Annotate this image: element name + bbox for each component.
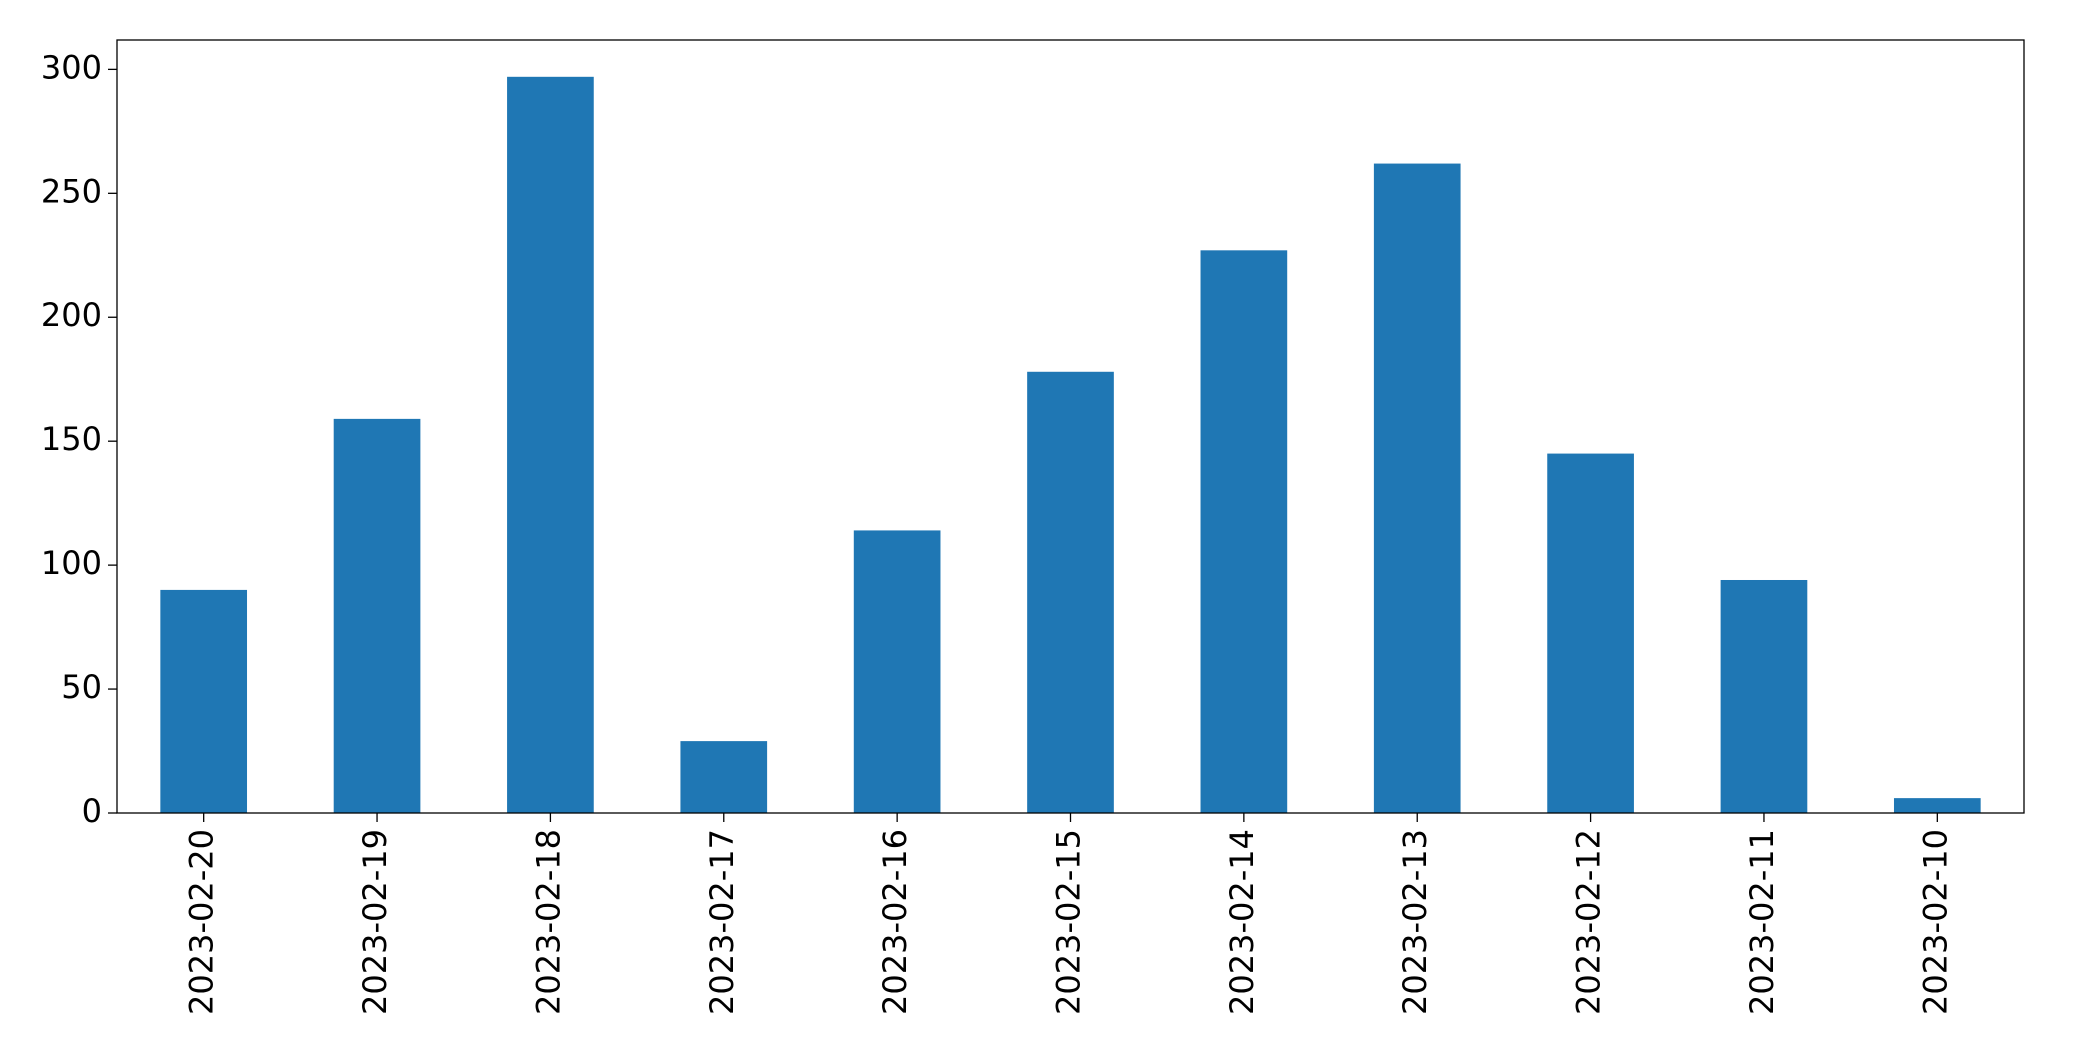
bar bbox=[1893, 798, 1981, 813]
y-tick-label: 200 bbox=[41, 296, 102, 334]
x-tick-label: 2023-02-12 bbox=[1570, 829, 1608, 1015]
y-tick-label: 150 bbox=[41, 420, 102, 458]
x-tick-label: 2023-02-13 bbox=[1396, 829, 1434, 1015]
bar bbox=[333, 418, 421, 813]
x-tick-label: 2023-02-14 bbox=[1223, 829, 1261, 1015]
x-tick-label: 2023-02-19 bbox=[356, 829, 394, 1015]
bar bbox=[160, 589, 248, 813]
bar bbox=[507, 76, 594, 814]
bar bbox=[1027, 371, 1114, 813]
x-tick-label: 2023-02-17 bbox=[703, 829, 741, 1015]
y-tick-label: 300 bbox=[41, 48, 102, 86]
x-tick-label: 2023-02-11 bbox=[1743, 829, 1781, 1015]
plot-frame bbox=[116, 39, 2025, 814]
x-tick-label: 2023-02-16 bbox=[876, 829, 914, 1015]
bar bbox=[1373, 163, 1461, 813]
x-tick-label: 2023-02-18 bbox=[529, 829, 567, 1015]
x-tick-label: 2023-02-10 bbox=[1916, 829, 1954, 1015]
bar bbox=[1547, 453, 1634, 813]
bar bbox=[680, 741, 768, 813]
x-tick-label: 2023-02-15 bbox=[1050, 829, 1088, 1015]
bar bbox=[1200, 250, 1288, 813]
bar bbox=[853, 530, 941, 813]
y-tick-label: 0 bbox=[82, 792, 102, 830]
bar bbox=[1720, 579, 1808, 813]
x-tick-label: 2023-02-20 bbox=[183, 829, 221, 1015]
y-tick-label: 250 bbox=[41, 172, 102, 210]
y-tick-label: 100 bbox=[41, 544, 102, 582]
y-tick-label: 50 bbox=[61, 668, 102, 706]
